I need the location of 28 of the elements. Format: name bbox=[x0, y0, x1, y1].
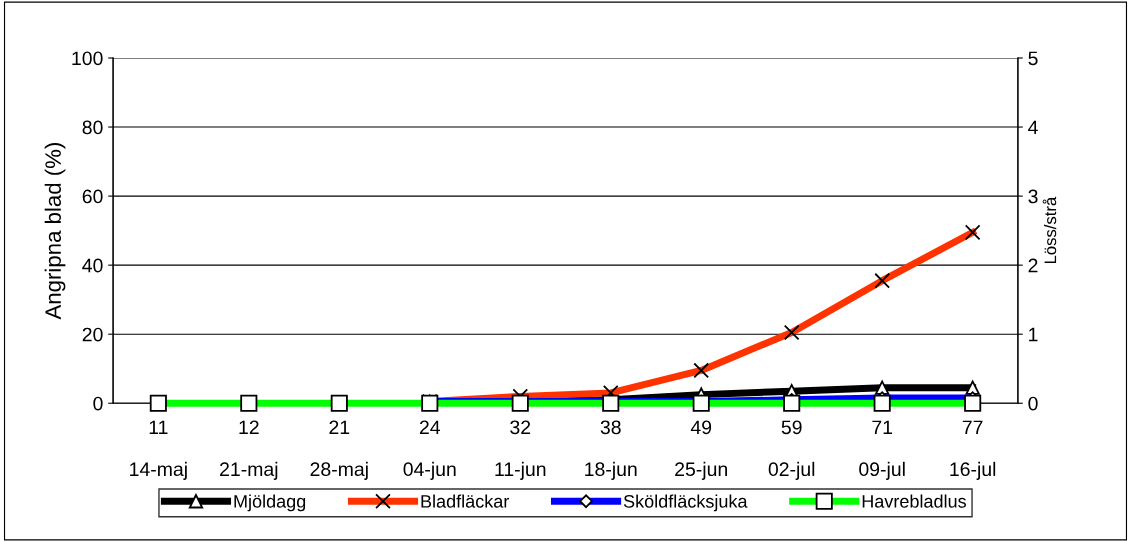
y2-axis-title: Löss/strå bbox=[1042, 196, 1057, 264]
category-label: 12 21-maj bbox=[220, 420, 278, 480]
category-label: 11 14-maj bbox=[130, 420, 187, 480]
y-tick-label: 100 bbox=[72, 51, 103, 66]
category-label: 71 09-jul bbox=[859, 420, 905, 480]
category-label: 59 02-jul bbox=[768, 420, 815, 480]
y2-tick-label: 2 bbox=[1028, 258, 1038, 273]
y-tick-label: 20 bbox=[82, 327, 103, 342]
y2-tick-label: 4 bbox=[1028, 120, 1038, 135]
category-label: 21 28-maj bbox=[310, 420, 368, 480]
category-label: 32 11-jun bbox=[495, 420, 546, 480]
y2-tick-label: 3 bbox=[1028, 189, 1038, 204]
y-tick-label: 60 bbox=[82, 189, 103, 204]
y-tick-label: 0 bbox=[93, 396, 103, 411]
y2-tick-label: 5 bbox=[1028, 51, 1038, 66]
legend-label: Sköldfläcksjuka bbox=[623, 494, 748, 512]
y-tick-label: 40 bbox=[82, 258, 103, 273]
y-axis-title: Angripna blad (%) bbox=[44, 143, 66, 320]
y2-tick-label: 1 bbox=[1029, 327, 1038, 342]
category-label: 77 16-jul bbox=[950, 420, 996, 480]
y-tick-label: 80 bbox=[82, 120, 103, 135]
category-label: 38 18-jun bbox=[585, 420, 637, 480]
category-label: 49 25-jun bbox=[675, 420, 727, 480]
legend-label: Havrebladlus bbox=[862, 494, 966, 508]
legend-label: Bladfläckar bbox=[421, 494, 510, 508]
legend-label: Mjöldagg bbox=[234, 494, 306, 512]
y2-tick-label: 0 bbox=[1028, 396, 1038, 411]
category-label: 24 04-jun bbox=[403, 420, 456, 480]
